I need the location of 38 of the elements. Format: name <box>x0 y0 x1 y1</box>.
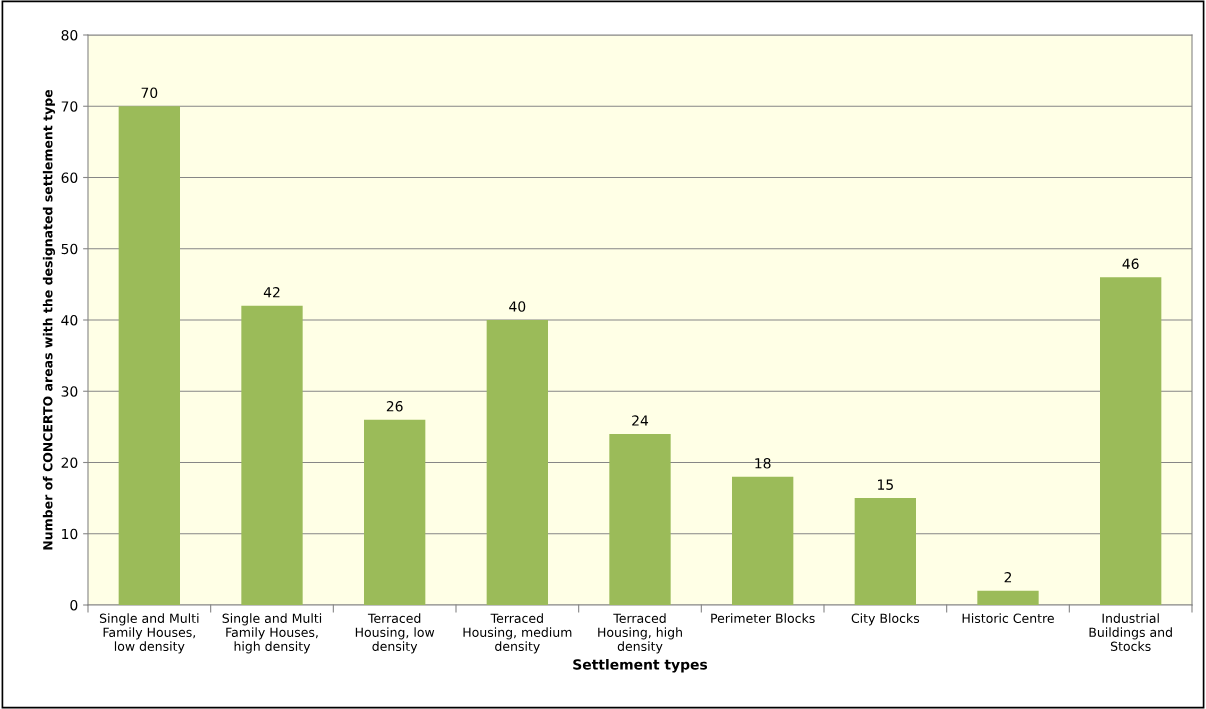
y-tick-label: 10 <box>62 528 78 540</box>
data-label: 18 <box>755 458 771 469</box>
y-tick-label: 60 <box>61 172 78 183</box>
y-tick-label: 80 <box>61 29 78 41</box>
y-tick-label: 20 <box>61 457 78 468</box>
bar <box>732 476 794 605</box>
x-tick-label: Single and Multi Family Houses, high density <box>222 613 322 654</box>
y-tick-label: 50 <box>61 243 78 255</box>
data-label: 70 <box>141 87 158 98</box>
x-tick-label: Historic Centre <box>962 613 1054 624</box>
bar <box>1100 277 1162 605</box>
bar <box>854 498 916 605</box>
x-tick-label: City Blocks <box>851 613 920 626</box>
x-tick-label: Terraced Housing, medium density <box>463 613 572 654</box>
y-axis-title: Number of CONCERTO areas with the designated settlement type <box>42 89 56 550</box>
x-tick-label: Single and Multi Family Houses, low density <box>99 613 199 654</box>
y-tick-label: 30 <box>61 386 78 397</box>
x-tick-label: Industrial Buildings and Stocks <box>1089 613 1172 651</box>
bar <box>118 106 180 605</box>
data-label: 46 <box>1122 258 1139 269</box>
x-tick-label: Perimeter Blocks <box>711 613 815 624</box>
bar <box>364 419 426 605</box>
bar <box>977 590 1039 605</box>
bar <box>609 434 671 605</box>
x-axis-title: Settlement types <box>573 658 708 673</box>
bar <box>486 320 548 605</box>
y-tick-label: 70 <box>61 101 78 112</box>
x-tick-label: Terraced Housing, low density <box>355 613 435 654</box>
data-label: 42 <box>263 287 280 298</box>
data-label: 2 <box>1004 572 1012 583</box>
y-tick-label: 0 <box>70 599 78 611</box>
x-tick-label: Terraced Housing, high density <box>598 613 682 654</box>
y-tick-label: 40 <box>61 314 78 326</box>
data-label: 24 <box>632 415 649 426</box>
data-label: 26 <box>386 401 403 412</box>
bar <box>241 305 303 605</box>
data-label: 15 <box>878 479 893 490</box>
data-label: 40 <box>509 301 526 312</box>
